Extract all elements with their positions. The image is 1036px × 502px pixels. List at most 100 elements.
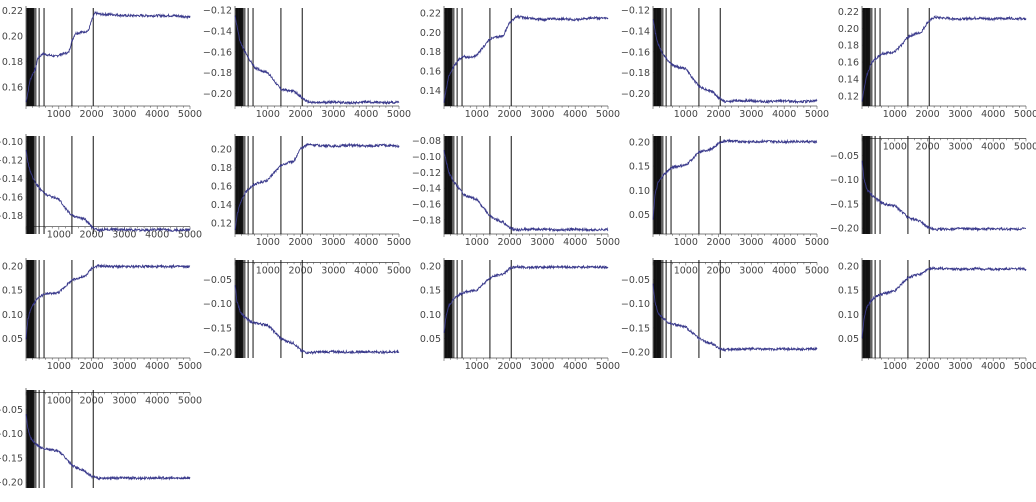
x-tick-label: 2000 xyxy=(289,109,313,120)
y-tick-label: −0.14 xyxy=(203,26,232,37)
x-tick-label: 5000 xyxy=(178,395,202,406)
x-tick-label: 1000 xyxy=(883,141,907,152)
y-tick-label: 0.16 xyxy=(211,181,232,192)
y-tick-label: −0.16 xyxy=(621,47,650,58)
y-tick-label: 0.22 xyxy=(838,7,859,18)
series-line xyxy=(234,142,400,230)
y-tick-label: −0.18 xyxy=(621,68,650,79)
plot-svg: 1000 2000 3000 4000 5000 −0.12 −0.14 −0.16 −0.18… xyxy=(621,6,829,120)
x-tick-label: 3000 xyxy=(530,361,554,372)
x-tick-label: 5000 xyxy=(387,237,411,248)
y-tick-label: 0.16 xyxy=(838,58,859,69)
y-tick-label: 0.14 xyxy=(838,74,859,85)
y-tick-label: 0.10 xyxy=(838,310,859,321)
y-tick-label: 0.16 xyxy=(420,67,441,78)
x-tick-label: 1000 xyxy=(674,265,698,276)
y-tick-label: −0.18 xyxy=(412,215,441,226)
y-tick-label: 0.22 xyxy=(420,8,441,19)
y-tick-label: −0.05 xyxy=(621,275,650,286)
plot-svg: 1000 2000 3000 4000 5000 0.20 0.15 0.10 0.05 xyxy=(420,258,620,372)
chart-panel-5: 1000 2000 3000 4000 5000 0.22 0.20 0.18 0.16 0.14… xyxy=(836,2,1036,120)
x-tick-label: 1000 xyxy=(883,361,907,372)
y-tick-label: 0.15 xyxy=(2,286,23,297)
chart-panel-11: 1000 2000 3000 4000 5000 0.20 0.15 0.10 0.05 xyxy=(0,254,202,372)
y-tick-label: −0.10 xyxy=(412,152,441,163)
series-line xyxy=(652,19,818,105)
y-tick-label: 0.20 xyxy=(838,24,859,35)
x-tick-label: 5000 xyxy=(178,109,202,120)
x-tick-label: 1000 xyxy=(256,265,280,276)
chart-panel-4: 1000 2000 3000 4000 5000 −0.12 −0.14 −0.16 −0.18… xyxy=(621,2,829,120)
series-line xyxy=(861,14,1027,102)
y-tick-label: 0.12 xyxy=(211,218,232,229)
x-tick-label: 3000 xyxy=(948,141,972,152)
y-tick-label: 0.14 xyxy=(211,200,232,211)
x-tick-label: 3000 xyxy=(948,109,972,120)
x-tick-label: 1000 xyxy=(465,361,489,372)
x-tick-label: 3000 xyxy=(112,361,136,372)
y-tick-label: 0.15 xyxy=(838,286,859,297)
y-tick-label: −0.05 xyxy=(203,275,232,286)
x-tick-label: 4000 xyxy=(772,109,796,120)
chart-panel-15: 1000 2000 3000 4000 5000 0.20 0.15 0.10 0.05 xyxy=(836,254,1036,372)
series-line xyxy=(25,414,191,481)
y-tick-label: −0.16 xyxy=(412,199,441,210)
x-tick-label: 3000 xyxy=(739,265,763,276)
series-line xyxy=(861,265,1027,339)
x-tick-label: 2000 xyxy=(707,237,731,248)
x-tick-label: 4000 xyxy=(563,361,587,372)
x-tick-label: 1000 xyxy=(47,395,71,406)
y-tick-label: −0.20 xyxy=(830,224,859,235)
chart-panel-8: 1000 2000 3000 4000 5000 −0.08 −0.10 −0.12 −0.14… xyxy=(412,130,620,248)
x-tick-label: 2000 xyxy=(707,109,731,120)
y-tick-label: 0.18 xyxy=(420,47,441,58)
y-tick-label: 0.10 xyxy=(629,186,650,197)
y-tick-label: −0.14 xyxy=(0,174,23,185)
y-tick-label: −0.20 xyxy=(621,89,650,100)
x-tick-label: 1000 xyxy=(47,109,71,120)
y-tick-label: −0.12 xyxy=(0,156,23,167)
y-tick-label: 0.05 xyxy=(629,210,650,221)
y-tick-label: 0.18 xyxy=(2,57,23,68)
plot-svg: 1000 2000 3000 4000 5000 −0.08 −0.10 −0.12 −0.14… xyxy=(412,134,620,248)
x-tick-label: 1000 xyxy=(465,109,489,120)
x-tick-label: 4000 xyxy=(145,109,169,120)
x-tick-label: 3000 xyxy=(739,237,763,248)
y-tick-label: −0.20 xyxy=(0,478,23,489)
plot-svg: 1000 2000 3000 4000 5000 0.22 0.20 0.18 0.16 0.14 xyxy=(420,6,620,120)
chart-panel-13: 1000 2000 3000 4000 5000 0.20 0.15 0.10 0.05 xyxy=(418,254,620,372)
x-tick-label: 4000 xyxy=(354,237,378,248)
x-tick-label: 2000 xyxy=(916,109,940,120)
x-tick-label: 4000 xyxy=(354,265,378,276)
chart-panel-1: 1000 2000 3000 4000 5000 0.22 0.20 0.18 0.16 xyxy=(0,2,202,120)
x-tick-label: 2000 xyxy=(707,265,731,276)
y-tick-label: −0.15 xyxy=(0,453,23,464)
plot-svg: 1000 2000 3000 4000 5000 0.20 0.15 0.10 0.05 xyxy=(629,134,829,248)
plot-svg: 1000 2000 3000 4000 5000 0.20 0.15 0.10 0.05 xyxy=(2,258,202,372)
x-tick-label: 2000 xyxy=(498,361,522,372)
x-tick-label: 5000 xyxy=(596,109,620,120)
x-tick-label: 5000 xyxy=(178,230,202,241)
x-tick-label: 5000 xyxy=(596,361,620,372)
chart-panel-16: 1000 2000 3000 4000 5000 −0.05 −0.10 −0.15 −0.20 xyxy=(0,384,202,502)
x-tick-label: 3000 xyxy=(321,237,345,248)
y-tick-label: 0.12 xyxy=(838,91,859,102)
plot-svg: 1000 2000 3000 4000 5000 −0.12 −0.14 −0.16 −0.18… xyxy=(203,6,411,120)
x-tick-label: 2000 xyxy=(916,361,940,372)
x-tick-label: 5000 xyxy=(387,265,411,276)
x-tick-label: 1000 xyxy=(883,109,907,120)
x-tick-label: 5000 xyxy=(387,109,411,120)
y-tick-label: 0.05 xyxy=(2,334,23,345)
series-line xyxy=(443,264,609,333)
x-tick-label: 5000 xyxy=(805,109,829,120)
x-tick-label: 4000 xyxy=(563,237,587,248)
x-tick-label: 1000 xyxy=(674,109,698,120)
x-tick-label: 1000 xyxy=(47,230,71,241)
y-tick-label: 0.10 xyxy=(420,310,441,321)
x-tick-label: 4000 xyxy=(981,141,1005,152)
y-tick-label: −0.05 xyxy=(0,405,23,416)
x-tick-label: 5000 xyxy=(1014,141,1036,152)
y-tick-label: −0.20 xyxy=(621,348,650,359)
y-tick-label: 0.16 xyxy=(2,82,23,93)
